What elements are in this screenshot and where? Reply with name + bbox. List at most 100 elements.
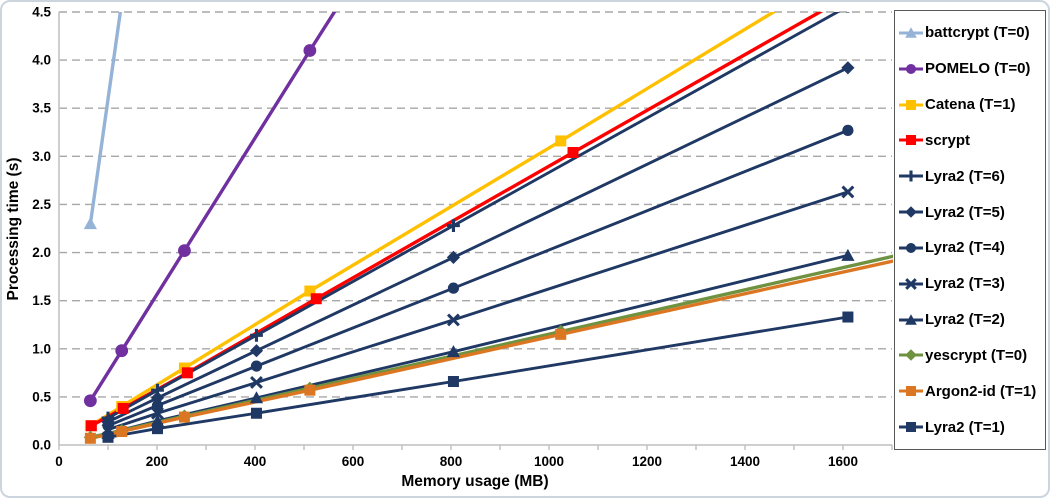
legend-marker-diamond-icon xyxy=(899,349,923,362)
legend-marker-square-icon xyxy=(899,135,923,146)
legend-item: Lyra2 (T=1) xyxy=(899,419,1043,435)
y-tick-label: 0.0 xyxy=(32,438,51,453)
marker-x xyxy=(250,375,263,389)
marker-square xyxy=(906,386,916,397)
marker-square xyxy=(178,411,190,423)
y-axis-title: Processing time (s) xyxy=(5,158,22,301)
legend-marker-circle-icon xyxy=(899,242,923,253)
series-line-lyra2-t-3- xyxy=(106,190,850,432)
marker-square xyxy=(102,431,114,443)
marker-square xyxy=(555,328,567,340)
marker-square xyxy=(304,285,316,297)
marker-circle xyxy=(906,242,916,253)
marker-diamond xyxy=(249,344,264,358)
legend-item: battcrypt (T=0) xyxy=(899,25,1043,41)
marker-square xyxy=(555,135,567,147)
y-tick-label: 2.5 xyxy=(32,197,51,212)
legend-marker-triangle-icon xyxy=(899,313,923,325)
series-markers-argon2-id-t-1- xyxy=(84,328,567,444)
legend-item-label: Lyra2 (T=5) xyxy=(925,203,1005,221)
marker-square xyxy=(906,422,916,433)
series-line-battcrypt-t-0- xyxy=(88,12,123,226)
marker-square xyxy=(116,426,128,438)
legend-item: POMELO (T=0) xyxy=(899,61,1043,77)
marker-square xyxy=(447,375,459,387)
marker-square xyxy=(151,423,163,435)
legend-marker-plus-icon xyxy=(899,170,923,182)
legend-item: Lyra2 (T=4) xyxy=(899,240,1043,256)
legend-item-label: battcrypt (T=0) xyxy=(925,24,1030,42)
legend-item-label: scrypt xyxy=(925,131,971,149)
legend-item: Lyra2 (T=2) xyxy=(899,312,1043,328)
x-tick-label: 200 xyxy=(146,454,169,469)
series-markers-lyra2-t-1- xyxy=(102,311,854,443)
legend-marker-x-icon xyxy=(899,277,923,290)
x-axis-title: Memory usage (MB) xyxy=(401,473,548,490)
marker-plus xyxy=(250,328,263,342)
marker-square xyxy=(181,367,193,379)
legend-item: Lyra2 (T=5) xyxy=(899,204,1043,220)
marker-square xyxy=(567,146,579,158)
legend-item-label: Lyra2 (T=3) xyxy=(925,275,1005,293)
y-tick-label: 3.0 xyxy=(32,149,51,164)
x-tick-label: 1400 xyxy=(730,454,760,469)
marker-plus xyxy=(905,170,917,182)
marker-square xyxy=(250,407,262,419)
x-tick-label: 800 xyxy=(440,454,463,469)
legend-item-label: Argon2-id (T=1) xyxy=(925,382,1037,400)
y-tick-label: 4.5 xyxy=(32,5,51,20)
marker-triangle xyxy=(83,217,97,230)
marker-triangle xyxy=(905,27,917,38)
y-tick-label: 3.5 xyxy=(32,101,51,116)
legend-marker-square-icon xyxy=(899,386,923,397)
legend-item-label: POMELO (T=0) xyxy=(925,60,1031,78)
legend-item-label: Lyra2 (T=4) xyxy=(925,239,1005,257)
series-line-lyra2-t-5- xyxy=(106,66,850,424)
y-tick-label: 1.5 xyxy=(32,293,51,308)
marker-square xyxy=(906,135,916,146)
legend-item: Lyra2 (T=6) xyxy=(899,168,1043,184)
marker-square xyxy=(906,99,916,110)
legend-item: Lyra2 (T=3) xyxy=(899,276,1043,292)
marker-circle xyxy=(303,44,317,57)
marker-circle xyxy=(250,360,263,372)
series-markers xyxy=(83,2,855,444)
legend-item-label: yescrypt (T=0) xyxy=(925,346,1028,364)
series-line-lyra2-t-1- xyxy=(106,315,850,439)
legend-item: scrypt xyxy=(899,132,1043,148)
marker-triangle xyxy=(841,248,855,261)
marker-triangle xyxy=(249,391,264,404)
marker-diamond xyxy=(446,250,461,264)
marker-x xyxy=(446,313,460,327)
legend-marker-circle-icon xyxy=(899,63,923,74)
x-tick-label: 1600 xyxy=(828,454,858,469)
series-line-lyra2-t-4- xyxy=(106,128,850,428)
marker-square xyxy=(84,432,96,444)
marker-plus xyxy=(447,219,460,233)
marker-circle xyxy=(83,394,97,408)
legend-marker-square-icon xyxy=(899,99,923,110)
tick-labels: 0 200 400 600 800 1000 1200 1400 1600 0.0 0.5 1.0 1.… xyxy=(32,5,858,470)
legend-marker-square-icon xyxy=(899,422,923,433)
marker-x xyxy=(905,277,917,290)
marker-square xyxy=(117,402,129,414)
marker-square xyxy=(842,311,854,323)
x-tick-label: 400 xyxy=(244,454,267,469)
marker-circle xyxy=(906,63,916,74)
marker-diamond xyxy=(905,349,917,362)
marker-square xyxy=(85,420,97,432)
marker-x xyxy=(841,185,855,199)
gridlines xyxy=(59,11,892,398)
marker-x xyxy=(151,406,164,420)
marker-circle xyxy=(115,344,129,358)
marker-circle xyxy=(178,244,191,258)
y-tick-label: 2.0 xyxy=(32,245,51,260)
series-markers-battcrypt-t-0- xyxy=(83,2,128,230)
legend-item: Argon2-id (T=1) xyxy=(899,383,1043,399)
y-tick-label: 4.0 xyxy=(32,53,51,68)
marker-triangle xyxy=(115,2,128,8)
legend-marker-triangle-icon xyxy=(899,27,923,38)
legend-item-label: Catena (T=1) xyxy=(925,96,1016,114)
